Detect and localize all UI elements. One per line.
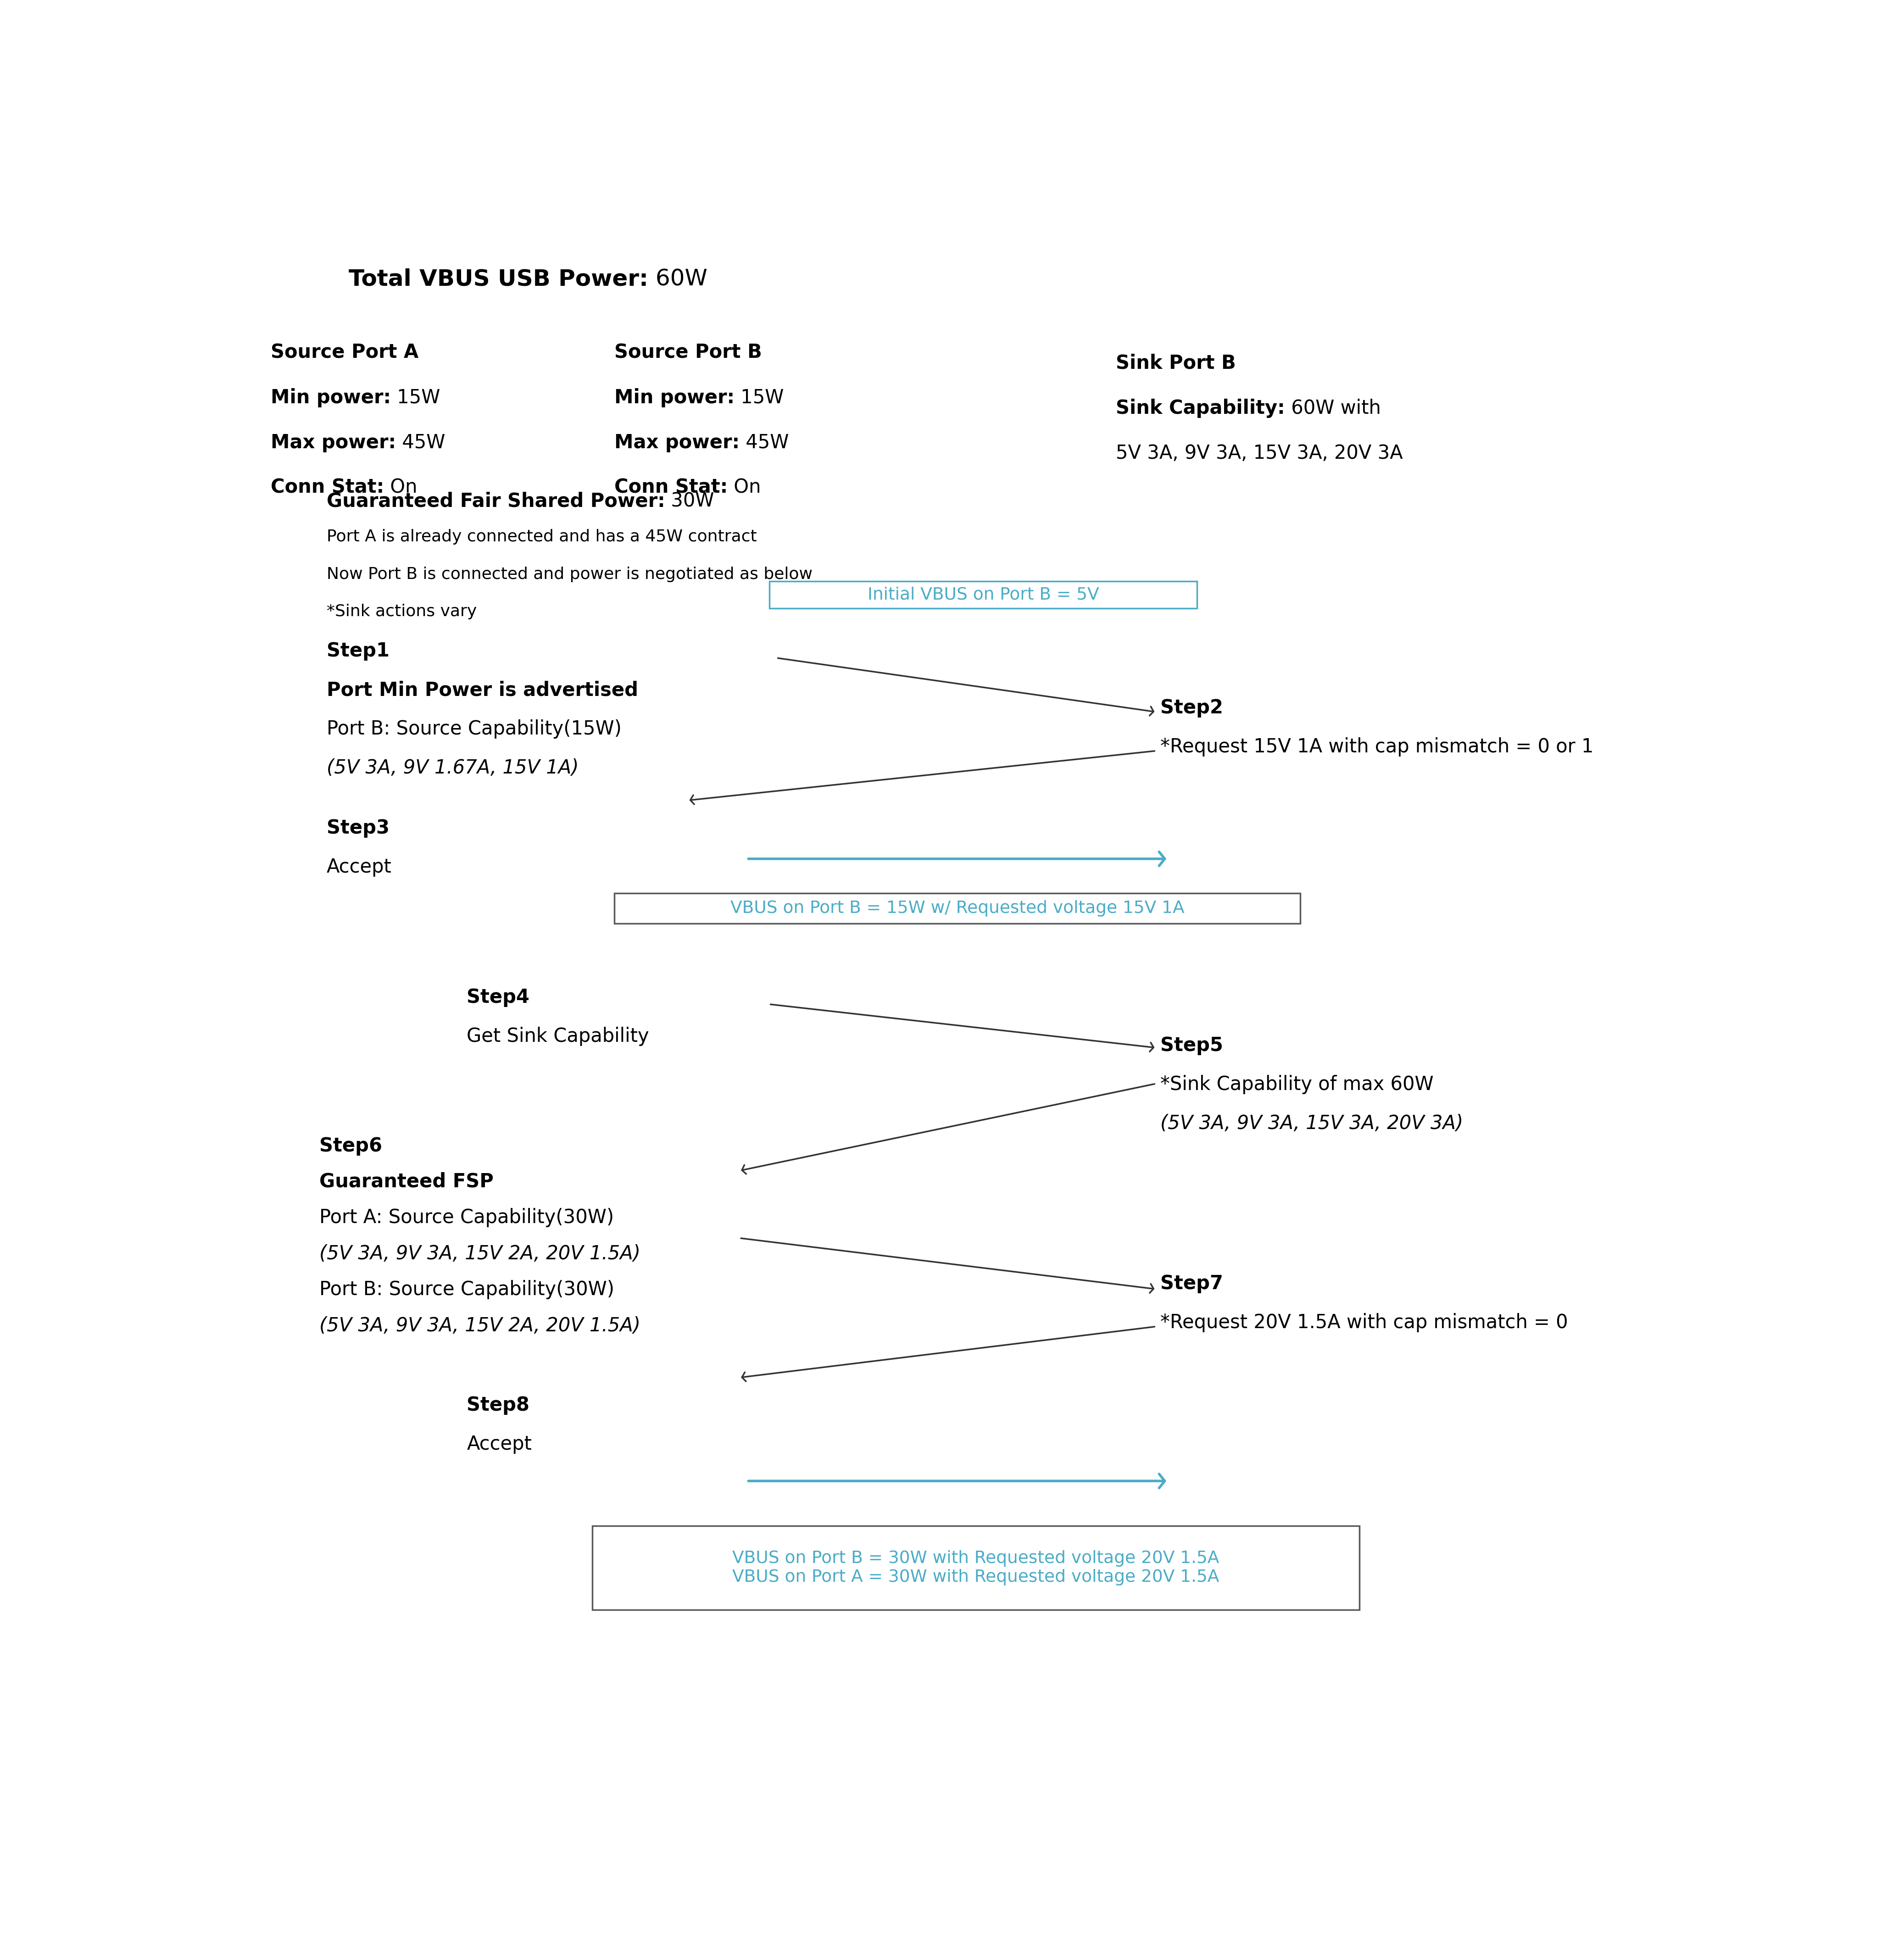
Text: Source Port A: Source Port A [270,343,419,362]
Text: Step7: Step7 [1160,1273,1222,1293]
Text: (5V 3A, 9V 1.67A, 15V 1A): (5V 3A, 9V 1.67A, 15V 1A) [327,759,579,777]
Text: (5V 3A, 9V 3A, 15V 2A, 20V 1.5A): (5V 3A, 9V 3A, 15V 2A, 20V 1.5A) [320,1316,640,1336]
Text: 60W with: 60W with [1285,399,1380,419]
Text: (5V 3A, 9V 3A, 15V 3A, 20V 3A): (5V 3A, 9V 3A, 15V 3A, 20V 3A) [1160,1114,1462,1133]
Text: 5V 3A, 9V 3A, 15V 3A, 20V 3A: 5V 3A, 9V 3A, 15V 3A, 20V 3A [1116,444,1403,463]
Text: Step3: Step3 [327,818,390,837]
Text: Port A: Source Capability(30W): Port A: Source Capability(30W) [320,1207,613,1227]
Text: 45W: 45W [739,432,788,452]
Text: Port B: Source Capability(15W): Port B: Source Capability(15W) [327,718,621,738]
Text: 60W: 60W [649,269,708,290]
Text: Max power:: Max power: [615,432,739,452]
Text: *Sink Capability of max 60W: *Sink Capability of max 60W [1160,1075,1434,1094]
Text: Step5: Step5 [1160,1036,1222,1055]
Text: (5V 3A, 9V 3A, 15V 2A, 20V 1.5A): (5V 3A, 9V 3A, 15V 2A, 20V 1.5A) [320,1244,640,1264]
Text: Initial VBUS on Port B = 5V: Initial VBUS on Port B = 5V [868,586,1099,604]
Text: Accept: Accept [466,1435,531,1454]
Text: Step2: Step2 [1160,699,1222,718]
Text: Port A is already connected and has a 45W contract: Port A is already connected and has a 45… [327,530,756,545]
Text: *Request 15V 1A with cap mismatch = 0 or 1: *Request 15V 1A with cap mismatch = 0 or… [1160,738,1594,757]
Bar [615,894,1300,923]
Text: Accept: Accept [327,857,392,876]
Text: Min power:: Min power: [270,387,390,407]
Text: Sink Capability:: Sink Capability: [1116,399,1285,419]
Bar [769,582,1198,607]
Text: On: On [727,479,762,496]
Text: Min power:: Min power: [615,387,735,407]
Text: Step6: Step6 [320,1137,383,1155]
Text: 30W: 30W [664,491,714,510]
Text: Port B: Source Capability(30W): Port B: Source Capability(30W) [320,1279,615,1299]
Text: Conn Stat:: Conn Stat: [615,479,727,496]
Text: 15W: 15W [390,387,440,407]
Text: Step4: Step4 [466,987,529,1007]
Text: Max power:: Max power: [270,432,396,452]
Text: Guaranteed Fair Shared Power:: Guaranteed Fair Shared Power: [327,491,664,510]
Text: Get Sink Capability: Get Sink Capability [466,1026,649,1046]
Text: VBUS on Port B = 30W with Requested voltage 20V 1.5A
VBUS on Port A = 30W with R: VBUS on Port B = 30W with Requested volt… [733,1550,1219,1585]
Text: Sink Port B: Sink Port B [1116,354,1236,372]
Text: Step8: Step8 [466,1396,529,1415]
Text: Source Port B: Source Port B [615,343,762,362]
Text: *Sink actions vary: *Sink actions vary [327,604,476,619]
Text: *Request 20V 1.5A with cap mismatch = 0: *Request 20V 1.5A with cap mismatch = 0 [1160,1312,1569,1332]
Text: 15W: 15W [735,387,784,407]
Bar [592,1526,1359,1610]
Text: Total VBUS USB Power:: Total VBUS USB Power: [348,269,649,290]
Text: 45W: 45W [396,432,446,452]
Text: Guaranteed FSP: Guaranteed FSP [320,1172,493,1192]
Text: Conn Stat:: Conn Stat: [270,479,385,496]
Text: Now Port B is connected and power is negotiated as below: Now Port B is connected and power is neg… [327,567,813,582]
Text: VBUS on Port B = 15W w/ Requested voltage 15V 1A: VBUS on Port B = 15W w/ Requested voltag… [731,900,1184,917]
Text: On: On [385,479,417,496]
Text: Port Min Power is advertised: Port Min Power is advertised [327,680,638,699]
Text: Step1: Step1 [327,641,390,660]
